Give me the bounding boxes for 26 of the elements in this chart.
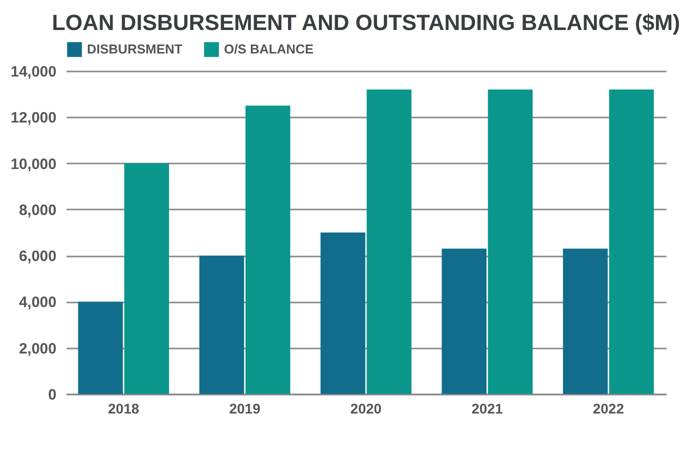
x-tick-label: 2022: [592, 400, 624, 416]
chart-title: LOAN DISBURSEMENT AND OUTSTANDING BALANCE ($M): [52, 10, 680, 35]
bar: [442, 248, 487, 394]
bar: [562, 248, 608, 394]
legend-label: O/S BALANCE: [224, 42, 314, 57]
y-tick-label: 6,000: [18, 248, 56, 266]
y-tick-label: 10,000: [10, 156, 56, 173]
x-tick-label: 2019: [229, 400, 261, 416]
y-tick-label: 12,000: [10, 110, 56, 127]
y-tick-label: 2,000: [18, 340, 56, 358]
x-tick-label: 2020: [350, 400, 382, 416]
y-tick-label: 0: [48, 386, 56, 404]
bar: [78, 302, 123, 394]
bar: [488, 89, 533, 394]
y-tick-label: 14,000: [10, 64, 56, 80]
bar: [124, 163, 170, 394]
x-tick-label: 2021: [472, 400, 503, 416]
y-tick-label: 8,000: [18, 202, 56, 219]
bar: [199, 256, 244, 394]
x-tick-label: 2018: [108, 400, 140, 416]
bar: [609, 89, 654, 394]
y-tick-label: 4,000: [18, 294, 56, 312]
legend-label: DISBURSMENT: [87, 42, 182, 57]
bar: [320, 232, 366, 394]
bar: [245, 106, 290, 394]
bar: [366, 89, 412, 394]
